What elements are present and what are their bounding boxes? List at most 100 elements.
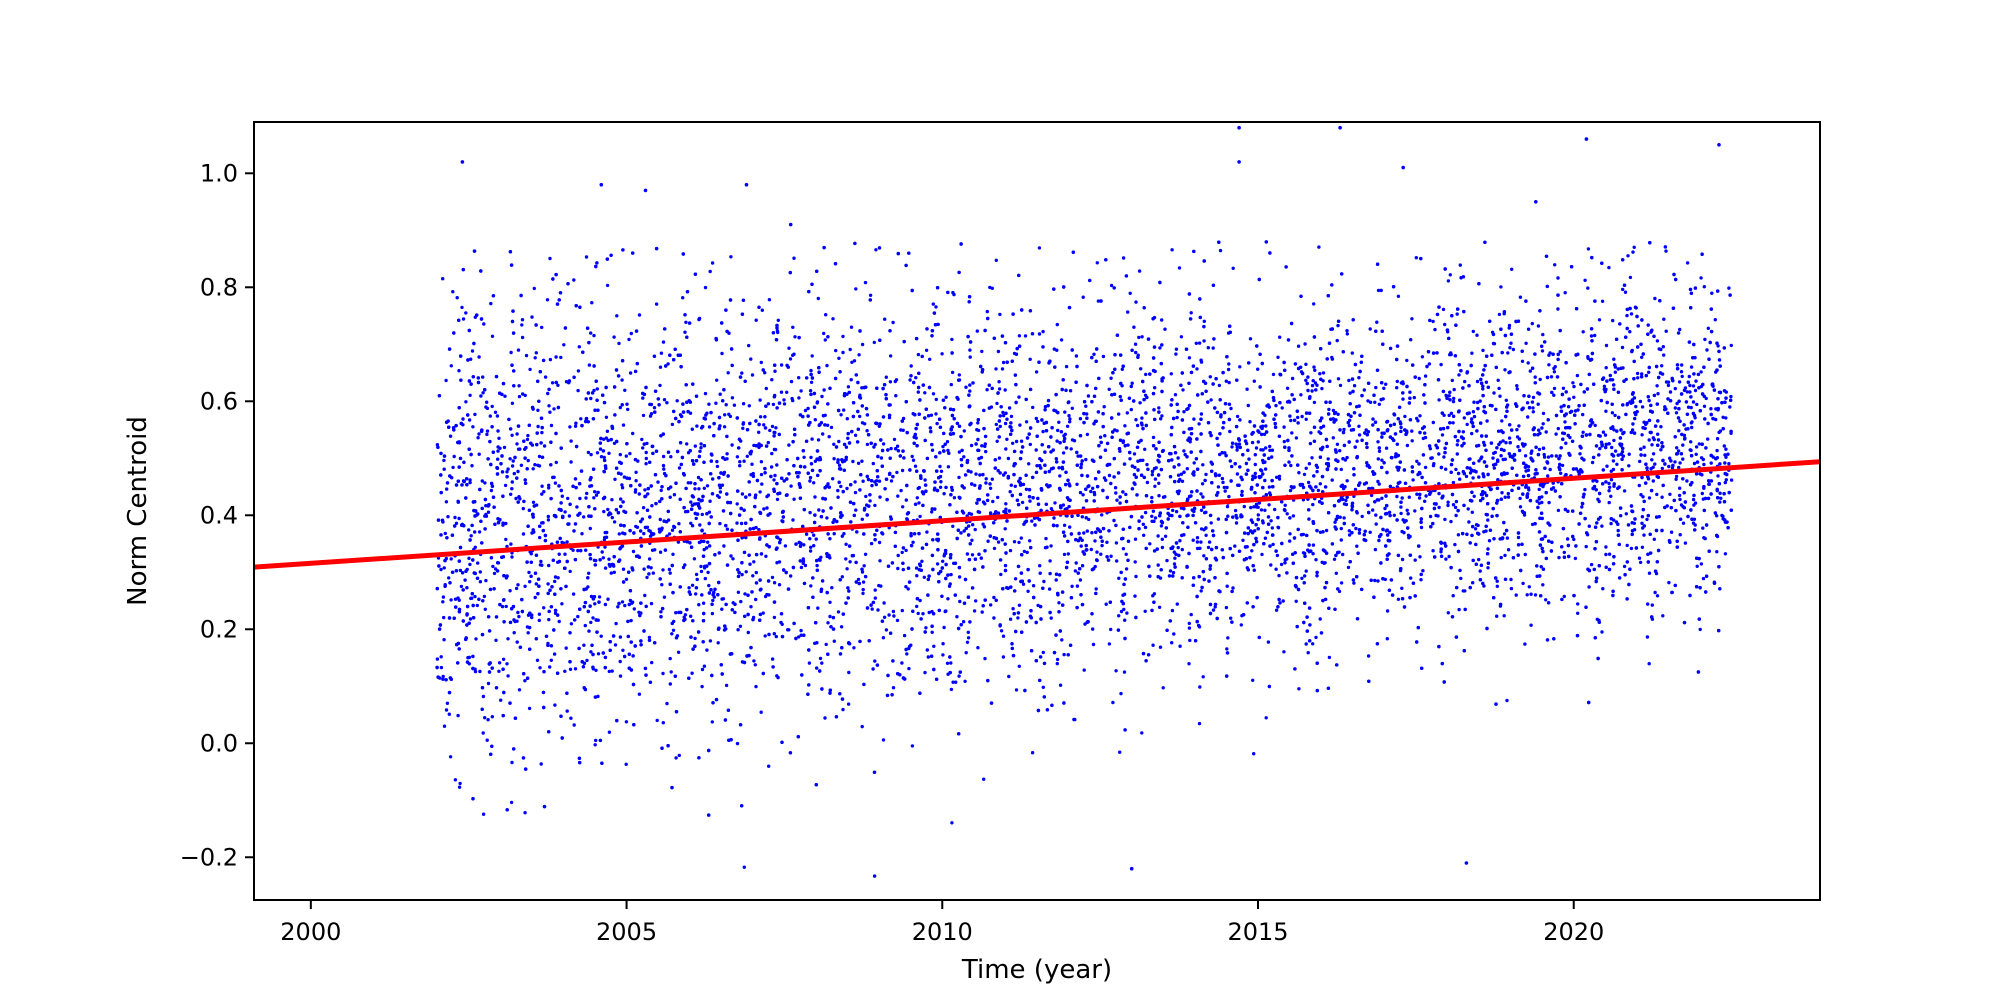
data-point [1612, 438, 1616, 443]
data-point [530, 615, 534, 620]
data-point [607, 451, 611, 455]
data-point [1517, 424, 1521, 428]
data-point [674, 611, 678, 615]
data-point [1396, 294, 1401, 298]
data-point [599, 455, 604, 459]
data-point [1651, 465, 1655, 469]
data-point [506, 637, 510, 641]
data-point [1114, 491, 1118, 495]
data-point [892, 437, 897, 442]
data-point [826, 621, 830, 625]
data-point [708, 499, 712, 503]
data-point [624, 720, 629, 724]
data-point [1413, 558, 1417, 562]
data-point [735, 455, 740, 459]
data-point [1004, 507, 1008, 511]
data-point [1415, 459, 1419, 463]
data-point [1375, 320, 1379, 324]
data-point [1529, 592, 1533, 596]
data-point [1442, 455, 1446, 459]
data-point [1655, 594, 1660, 598]
data-point [729, 554, 733, 558]
data-point [1497, 312, 1502, 317]
data-point [812, 481, 816, 485]
data-point [1505, 403, 1510, 407]
data-point [708, 639, 713, 643]
data-point [1499, 285, 1503, 289]
data-point [1664, 380, 1669, 384]
data-point [1001, 410, 1005, 415]
data-point [1090, 531, 1094, 535]
data-point [1175, 602, 1180, 606]
data-point [994, 367, 998, 371]
data-point [1143, 447, 1147, 451]
data-point [772, 615, 777, 620]
data-point [1535, 499, 1539, 503]
data-point [986, 539, 990, 543]
data-point [1222, 485, 1227, 490]
data-point [787, 443, 791, 447]
data-point [1266, 640, 1271, 644]
data-point [775, 497, 780, 502]
data-point [589, 650, 593, 654]
data-point [1710, 291, 1714, 295]
data-point [1114, 669, 1118, 673]
data-point [837, 463, 842, 467]
data-point [732, 403, 737, 407]
data-point [458, 781, 462, 786]
data-point [1062, 552, 1067, 557]
data-point [1376, 288, 1381, 293]
data-point [451, 290, 455, 294]
data-point [1717, 430, 1721, 435]
data-point [523, 679, 527, 683]
data-point [822, 388, 826, 392]
data-point [646, 492, 650, 496]
data-point [520, 318, 525, 322]
data-point [1610, 445, 1614, 450]
data-point [683, 617, 687, 621]
data-point [1311, 379, 1315, 383]
data-point [1650, 443, 1654, 447]
data-point [831, 317, 835, 321]
data-point [590, 301, 594, 305]
data-point [1541, 332, 1545, 337]
data-point [970, 553, 975, 557]
data-point [962, 529, 966, 533]
data-point [1691, 384, 1696, 388]
data-point [1509, 577, 1513, 582]
data-point [1022, 549, 1027, 554]
data-point [1014, 439, 1019, 444]
data-point [1533, 375, 1537, 379]
data-point [1511, 347, 1516, 352]
data-point [497, 669, 501, 673]
data-point [1133, 482, 1137, 486]
data-point [1624, 512, 1629, 516]
data-point [1471, 581, 1475, 585]
data-point [587, 363, 592, 367]
data-point [1458, 263, 1463, 267]
data-point [769, 465, 774, 469]
data-point [735, 502, 739, 506]
data-point [710, 611, 715, 616]
data-point [882, 601, 886, 605]
data-point [1134, 300, 1138, 304]
data-point [1346, 565, 1351, 570]
data-point [1133, 342, 1138, 346]
data-point [1506, 548, 1511, 552]
data-point [1143, 609, 1147, 613]
data-point [613, 643, 618, 647]
data-point [1121, 256, 1126, 260]
data-point [1089, 489, 1093, 494]
data-point [694, 572, 699, 577]
data-point [1554, 432, 1558, 436]
data-point [1724, 416, 1728, 420]
data-point [1132, 472, 1137, 477]
data-point [620, 600, 625, 604]
data-point [573, 667, 578, 671]
data-point [1290, 376, 1295, 381]
data-point [870, 483, 874, 488]
data-point [809, 380, 814, 384]
data-point [1198, 685, 1202, 689]
data-point [1676, 331, 1681, 335]
data-point [1030, 751, 1035, 755]
